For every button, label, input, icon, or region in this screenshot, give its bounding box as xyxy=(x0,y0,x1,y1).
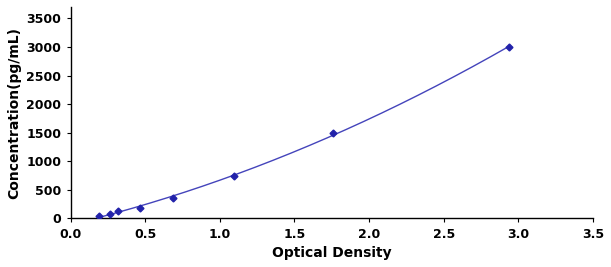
X-axis label: Optical Density: Optical Density xyxy=(272,246,392,260)
Y-axis label: Concentration(pg/mL): Concentration(pg/mL) xyxy=(7,27,21,199)
